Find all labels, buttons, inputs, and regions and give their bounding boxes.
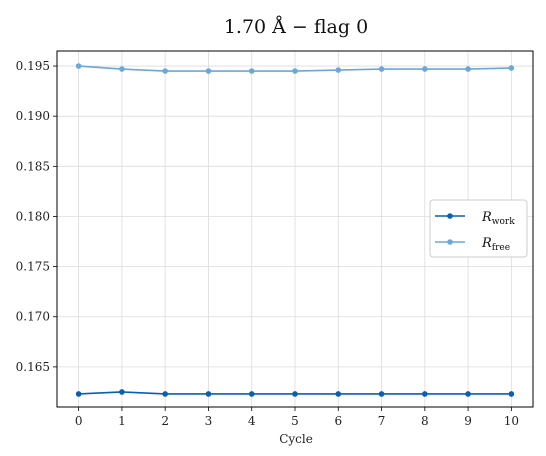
x-tick-label: 5 xyxy=(291,414,299,428)
data-point-r-work xyxy=(378,391,385,397)
data-point-r-work xyxy=(75,391,82,397)
x-tick-label: 2 xyxy=(161,414,169,428)
data-point-r-free xyxy=(119,66,125,72)
x-tick-label: 7 xyxy=(378,414,386,428)
data-point-r-work xyxy=(508,391,515,397)
data-point-r-free xyxy=(292,68,298,74)
x-tick-label: 9 xyxy=(464,414,472,428)
data-point-r-free xyxy=(422,66,428,72)
y-tick-label: 0.170 xyxy=(16,310,50,324)
axes: 0 1 2 3 4 5 6 7 8 9 10 0.165 0.170 0.175 0.180 0.185 0.1… xyxy=(16,59,519,428)
x-tick-label: 1 xyxy=(118,414,126,428)
data-point-r-free xyxy=(335,67,342,73)
legend-swatch-marker xyxy=(447,239,453,245)
series-layer xyxy=(75,63,515,397)
y-tick-label: 0.185 xyxy=(16,159,50,173)
y-tick-label: 0.180 xyxy=(16,209,50,223)
data-point-r-free xyxy=(162,68,168,74)
x-axis-label: Cycle xyxy=(279,432,313,446)
legend-swatch-marker xyxy=(447,213,453,219)
x-tick-label: 0 xyxy=(75,414,83,428)
legend-subscript: free xyxy=(492,243,510,253)
y-tick-label: 0.165 xyxy=(16,360,50,374)
data-point-r-free xyxy=(508,65,515,71)
x-tick-label: 6 xyxy=(334,414,342,428)
x-tick-label: 4 xyxy=(248,414,256,428)
data-point-r-work xyxy=(205,391,212,397)
y-tick-label: 0.195 xyxy=(16,59,50,73)
data-point-r-work xyxy=(162,391,168,397)
data-point-r-work xyxy=(465,391,471,397)
legend-subscript: work xyxy=(492,217,515,227)
x-tick-label: 8 xyxy=(421,414,429,428)
data-point-r-work xyxy=(119,389,125,395)
data-point-r-work xyxy=(248,391,255,397)
x-tick-label: 3 xyxy=(205,414,213,428)
y-tick-label: 0.190 xyxy=(16,109,50,123)
data-point-r-free xyxy=(75,63,82,69)
y-tick-label: 0.175 xyxy=(16,260,50,274)
legend-box xyxy=(429,199,528,258)
x-tick-label: 10 xyxy=(504,414,519,428)
data-point-r-work xyxy=(422,391,428,397)
data-point-r-free xyxy=(465,66,471,72)
data-point-r-work xyxy=(335,391,342,397)
data-point-r-free xyxy=(248,68,255,74)
data-point-r-free xyxy=(205,68,212,74)
grid xyxy=(57,51,533,407)
data-point-r-free xyxy=(378,66,385,72)
chart-title: 1.70 Å − flag 0 xyxy=(224,16,368,38)
data-point-r-work xyxy=(292,391,298,397)
